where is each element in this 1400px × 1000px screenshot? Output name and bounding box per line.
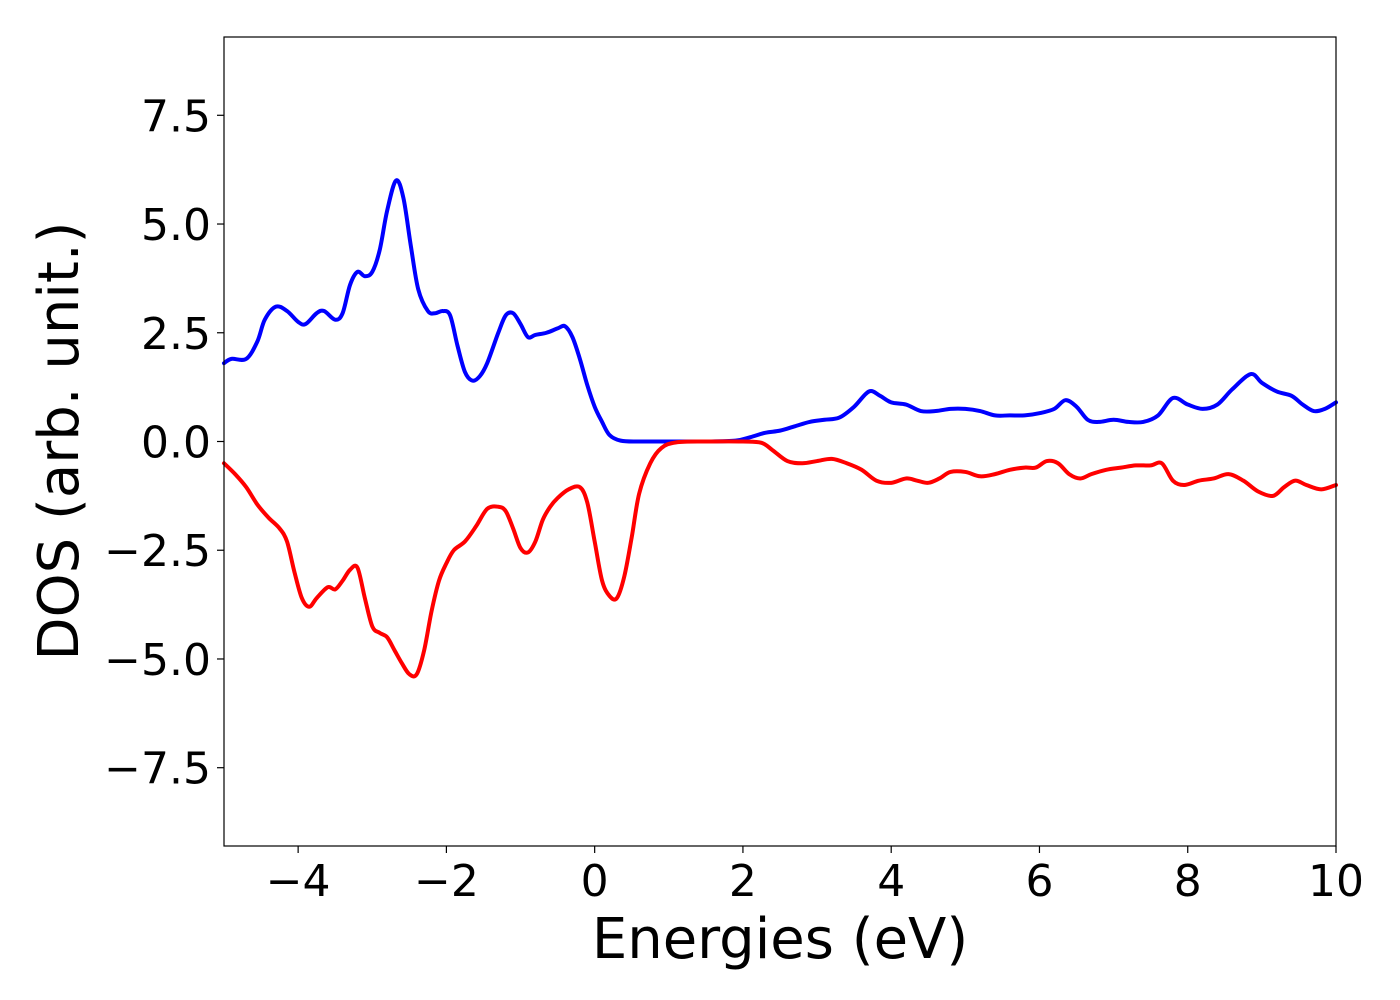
x-tick-label: 0 [581,856,609,907]
x-tick-label: 4 [877,856,905,907]
y-tick-label: −5.0 [104,635,211,686]
plot-background [224,37,1336,846]
x-tick-label: 8 [1174,856,1202,907]
x-tick-label: −2 [414,856,479,907]
y-axis-ticks: 7.5 5.0 2.5 0.0 −2.5 −5.0 −7.5 [104,91,224,795]
series-layer [222,178,1338,679]
y-tick-label: 7.5 [141,91,211,142]
y-axis-label: DOS (arb. unit.) [27,221,92,660]
dos-series-2-line [222,439,1338,679]
x-tick-label: 10 [1308,856,1364,907]
x-tick-label: 6 [1025,856,1053,907]
dos-series-1-line [222,178,1338,444]
x-axis-label: Energies (eV) [592,907,968,972]
y-tick-label: −7.5 [104,744,211,795]
y-tick-label: −2.5 [104,526,211,577]
plot-frame [223,36,1337,847]
x-tick-label: −4 [266,856,331,907]
y-tick-label: 0.0 [141,418,211,469]
x-axis-ticks: −4 −2 0 2 4 6 8 10 [266,846,1364,907]
y-tick-label: 2.5 [141,309,211,360]
y-tick-label: 5.0 [141,200,211,251]
x-tick-label: 2 [729,856,757,907]
